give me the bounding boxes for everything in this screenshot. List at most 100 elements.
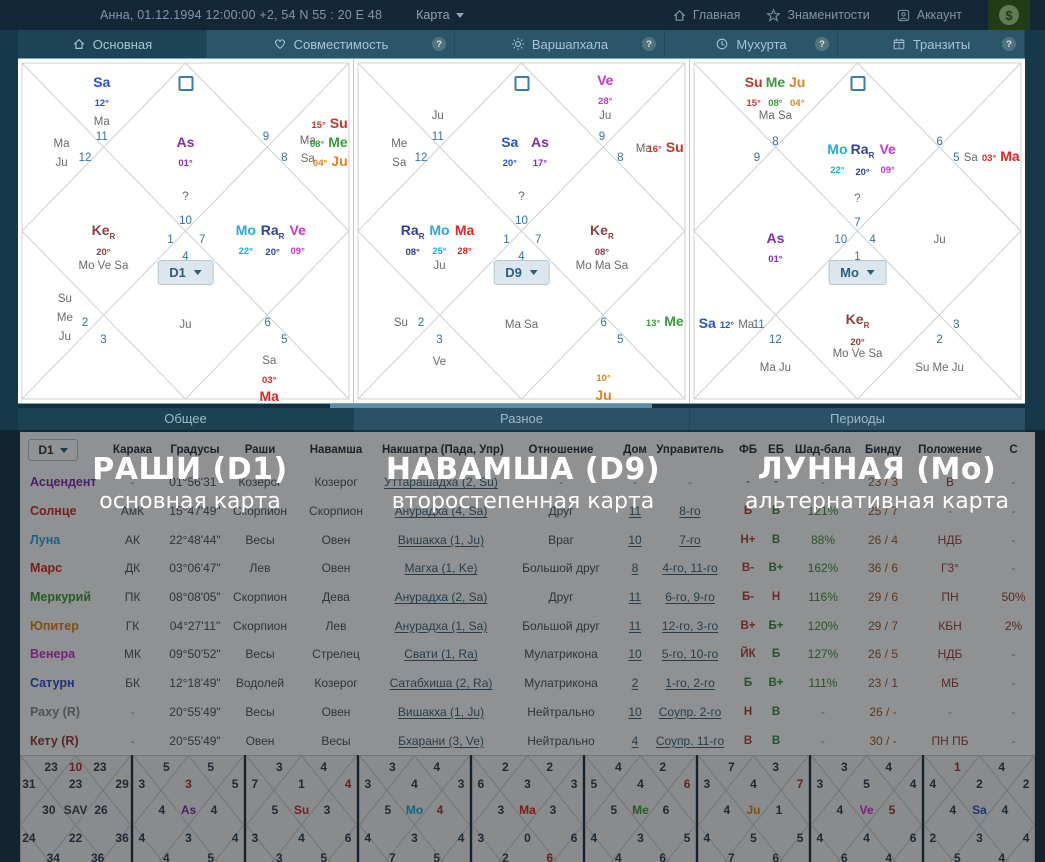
table-cell[interactable]: -	[688, 475, 692, 490]
ashtakavarga-chart-Su[interactable]: 3 4 7 1 4 5 3 Su 3 4 6 3 5	[246, 755, 357, 862]
table-cell[interactable]: 8-го	[679, 504, 701, 519]
table-cell[interactable]: Сатабхиша (2, Ra)	[389, 676, 493, 691]
table-cell[interactable]: Свати (1, Ra)	[404, 647, 478, 662]
chart-label: KeR 08°	[590, 221, 614, 259]
tab-muhurta[interactable]: Мухурта ?	[665, 30, 838, 58]
table-cell[interactable]: 5-го, 10-го	[661, 647, 719, 662]
table-row: Меркурий ПК 08°08'05" Скорпион Дева Анурадха …	[20, 583, 1035, 612]
av-value: 4	[590, 831, 598, 845]
av-value: 4	[998, 760, 1006, 774]
table-cell: 50%	[1001, 590, 1026, 605]
horizontal-scrollbar[interactable]	[18, 404, 1025, 408]
table-cell[interactable]: Анурадха (2, Sa)	[394, 590, 488, 605]
scrollbar-thumb[interactable]	[330, 404, 653, 408]
tab-varshaphala[interactable]: Варшапхала ?	[455, 30, 665, 58]
table-cell[interactable]: Соупр. 11-го	[655, 733, 725, 748]
table-cell: Н+	[740, 533, 756, 546]
table-cell[interactable]: 10	[628, 647, 642, 662]
table-cell[interactable]: Уттарашадха (2, Su)	[384, 475, 498, 490]
av-label: Su	[293, 803, 310, 817]
table-cell[interactable]: 10	[628, 704, 642, 719]
tab-general[interactable]: Общее	[18, 404, 354, 432]
ashtakavarga-chart-Ve[interactable]: 3 4 3 5 4 4 5 Ve 4 4 6 6 4	[811, 755, 922, 862]
help-icon[interactable]: ?	[642, 37, 656, 51]
table-cell[interactable]: Вишакха (1, Ju)	[397, 532, 485, 547]
table-cell[interactable]: Соупр. 2-го	[658, 704, 722, 719]
nav-celebrities-label: Знаменитости	[787, 8, 870, 22]
chart-label: 9	[753, 151, 761, 164]
table-varga-select[interactable]: D1	[28, 439, 78, 461]
chart-label: 9	[262, 131, 270, 144]
nav-celebrities[interactable]: Знаменитости	[766, 7, 870, 23]
chart-varga-select[interactable]: Mo	[828, 260, 887, 286]
table-cell[interactable]: Магха (1, Ke)	[404, 561, 478, 576]
table-cell: 01°56'31"	[169, 475, 221, 490]
table-cell[interactable]: Вишакха (1, Ju)	[397, 704, 485, 719]
help-icon[interactable]: ?	[432, 37, 446, 51]
tab-transits[interactable]: 1 Транзиты ?	[838, 30, 1025, 58]
chart-label: Ma Sa	[299, 134, 316, 166]
av-value: 4	[816, 831, 824, 845]
table-cell: 121%	[807, 504, 839, 519]
table-cell: -	[774, 476, 778, 489]
chart-varga-select[interactable]: D1	[157, 260, 214, 286]
chart-label: ?	[518, 191, 525, 204]
table-cell[interactable]: 11	[628, 504, 642, 519]
table-cell[interactable]: 7-го	[679, 532, 701, 547]
chart-label: 7	[199, 234, 206, 247]
chart-label: 10° Ju	[595, 372, 612, 403]
table-cell[interactable]: 11	[628, 590, 642, 605]
av-value: 4	[637, 777, 644, 791]
ashtakavarga-chart-Ju[interactable]: 7 3 3 4 7 4 1 Ju 4 5 5 7 6	[698, 755, 809, 862]
chart-lunar-mo: Su 15° Me 08° Ju 04° Ma Sa 8 9 Mo 22° RaR 20° Ve 09°? 7…	[690, 59, 1025, 403]
nav-account[interactable]: Аккаунт	[896, 8, 962, 23]
table-cell[interactable]: 4	[631, 733, 639, 748]
nav-home[interactable]: Главная	[672, 8, 740, 23]
tab-periods[interactable]: Периоды	[690, 404, 1025, 432]
table-cell[interactable]: Анурадха (4, Sa)	[394, 504, 488, 519]
table-cell[interactable]: 10	[628, 532, 642, 547]
av-value: 3	[772, 760, 780, 774]
av-value: 3	[497, 803, 505, 817]
table-cell[interactable]: 8	[631, 561, 639, 576]
table-cell[interactable]: 12-го, 3-го	[661, 618, 719, 633]
tab-misc[interactable]: Разное	[354, 404, 690, 432]
chart-checkbox[interactable]	[178, 76, 193, 92]
av-value: 3	[524, 777, 531, 791]
annotation-subtitle: альтернативная карта	[745, 489, 1009, 514]
donate-badge[interactable]: $	[988, 0, 1030, 30]
av-value: 23	[68, 777, 83, 791]
chart-checkbox[interactable]	[514, 76, 529, 92]
ashtakavarga-chart-Mo[interactable]: 3 4 3 4 3 5 4 Mo 4 3 4 7 5	[359, 755, 470, 862]
table-cell[interactable]: 1-го, 2-го	[665, 676, 715, 691]
chart-varga-select[interactable]: D9	[493, 260, 550, 286]
table-cell[interactable]: 11	[628, 618, 642, 633]
chart-label: Sa 12° Ma	[698, 314, 755, 331]
ashtakavarga-chart-SAV[interactable]: 23 10 23 31 23 29 30 26 SAV 24 22 36 34 36	[20, 755, 131, 862]
chart-label: 3	[100, 334, 107, 347]
av-value: 5	[953, 851, 961, 862]
table-cell: 23 / 1	[867, 676, 899, 691]
table-cell: 29 / 7	[867, 618, 899, 633]
birth-info: Анна, 01.12.1994 12:00:00 +2, 54 N 55 : …	[100, 8, 383, 22]
ashtakavarga-chart-Me[interactable]: 4 2 5 4 6 5 6 Me 4 3 5 4 6	[585, 755, 696, 862]
table-cell[interactable]: 6-го, 9-го	[665, 590, 715, 605]
table-cell[interactable]: -	[633, 475, 637, 490]
table-cell: В	[771, 505, 781, 518]
ashtakavarga-chart-Ma[interactable]: 2 2 6 3 3 3 3 Ma 3 0 6 2 6	[472, 755, 583, 862]
map-menu[interactable]: Карта	[416, 8, 464, 22]
help-icon[interactable]: ?	[815, 37, 829, 51]
table-cell[interactable]: Бхарани (3, Ve)	[398, 733, 484, 748]
table-cell[interactable]: 4-го, 11-го	[662, 561, 718, 576]
table-cell: 2%	[1004, 618, 1023, 633]
ashtakavarga-chart-As[interactable]: 5 5 3 3 5 4 4 As 4 3 4 4 5	[133, 755, 244, 862]
chart-checkbox[interactable]	[850, 76, 865, 92]
table-cell[interactable]: Анурадха (1, Sa)	[394, 618, 488, 633]
table-cell[interactable]: 2	[631, 676, 639, 691]
help-icon[interactable]: ?	[1002, 37, 1016, 51]
table-cell: В+	[768, 562, 784, 575]
ashtakavarga-chart-Sa[interactable]: 1 4 4 2 2 4 4 Sa 2 3 4 5 4	[924, 755, 1035, 862]
tab-compatibility[interactable]: Совместимость ?	[207, 30, 455, 58]
tab-main[interactable]: Основная	[18, 30, 207, 58]
av-value: 2	[659, 760, 667, 774]
